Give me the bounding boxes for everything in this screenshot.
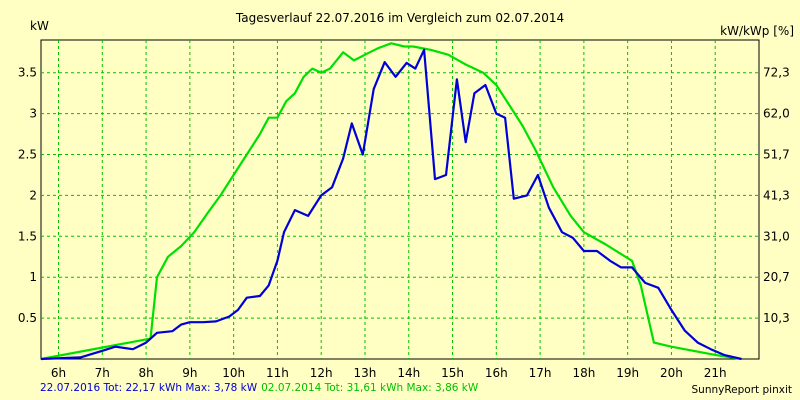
y-tick-label-left: 2.5 [18, 148, 37, 162]
x-tick-label: 14h [397, 366, 420, 380]
x-tick-label: 9h [182, 366, 197, 380]
x-tick-label: 7h [95, 366, 110, 380]
series-line-2016 [40, 48, 742, 361]
x-tick-label: 20h [660, 366, 683, 380]
x-tick-label: 13h [354, 366, 377, 380]
x-tick-label: 18h [572, 366, 595, 380]
y-axis-label-right: kW/kWp [%] [720, 24, 794, 38]
brand-credit: SunnyReport pinxit [691, 384, 792, 396]
x-tick-label: 15h [441, 366, 464, 380]
y-tick-label-left: 3.5 [18, 66, 37, 80]
y-tick-label-right: 62,0 [763, 107, 790, 121]
y-tick-label-right: 72,3 [763, 66, 790, 80]
legend-series-2014: 02.07.2014 Tot: 31,61 kWh Max: 3,86 kW [261, 382, 479, 394]
plot-area [40, 39, 760, 360]
y-tick-label-right: 31,0 [763, 229, 790, 243]
series-lines [40, 42, 742, 361]
legend-footer: 22.07.2016 Tot: 22,17 kWh Max: 3,78 kW 02… [40, 382, 482, 394]
y-tick-label-right: 10,3 [763, 311, 790, 325]
x-tick-label: 16h [485, 366, 508, 380]
series-line-2014 [40, 42, 742, 361]
y-tick-label-right: 20,7 [763, 270, 790, 284]
x-tick-label: 6h [51, 366, 66, 380]
x-tick-label: 19h [616, 366, 639, 380]
x-tick-label: 12h [310, 366, 333, 380]
chart-title: Tagesverlauf 22.07.2016 im Vergleich zum… [235, 11, 564, 25]
x-tick-label: 10h [222, 366, 245, 380]
y-tick-label-left: 1.5 [18, 229, 37, 243]
grid [41, 40, 759, 359]
x-tick-label: 11h [266, 366, 289, 380]
y-tick-label-left: 3 [29, 107, 37, 121]
x-tick-label: 17h [529, 366, 552, 380]
y-tick-label-left: 1 [29, 270, 37, 284]
y-axis-label-left: kW [30, 19, 49, 33]
y-tick-label-left: 2 [29, 188, 37, 202]
y-tick-label-right: 51,7 [763, 148, 790, 162]
x-tick-label: 8h [138, 366, 153, 380]
x-tick-label: 21h [704, 366, 727, 380]
tick-labels: 6h 7h 8h 9h 10h 11h 12h 13h 14h 15h 16h 17h 18h 19h 20… [18, 66, 790, 380]
y-tick-label-left: 0.5 [18, 311, 37, 325]
y-tick-label-right: 41,3 [763, 188, 790, 202]
legend-series-2016: 22.07.2016 Tot: 22,17 kWh Max: 3,78 kW [40, 382, 258, 394]
